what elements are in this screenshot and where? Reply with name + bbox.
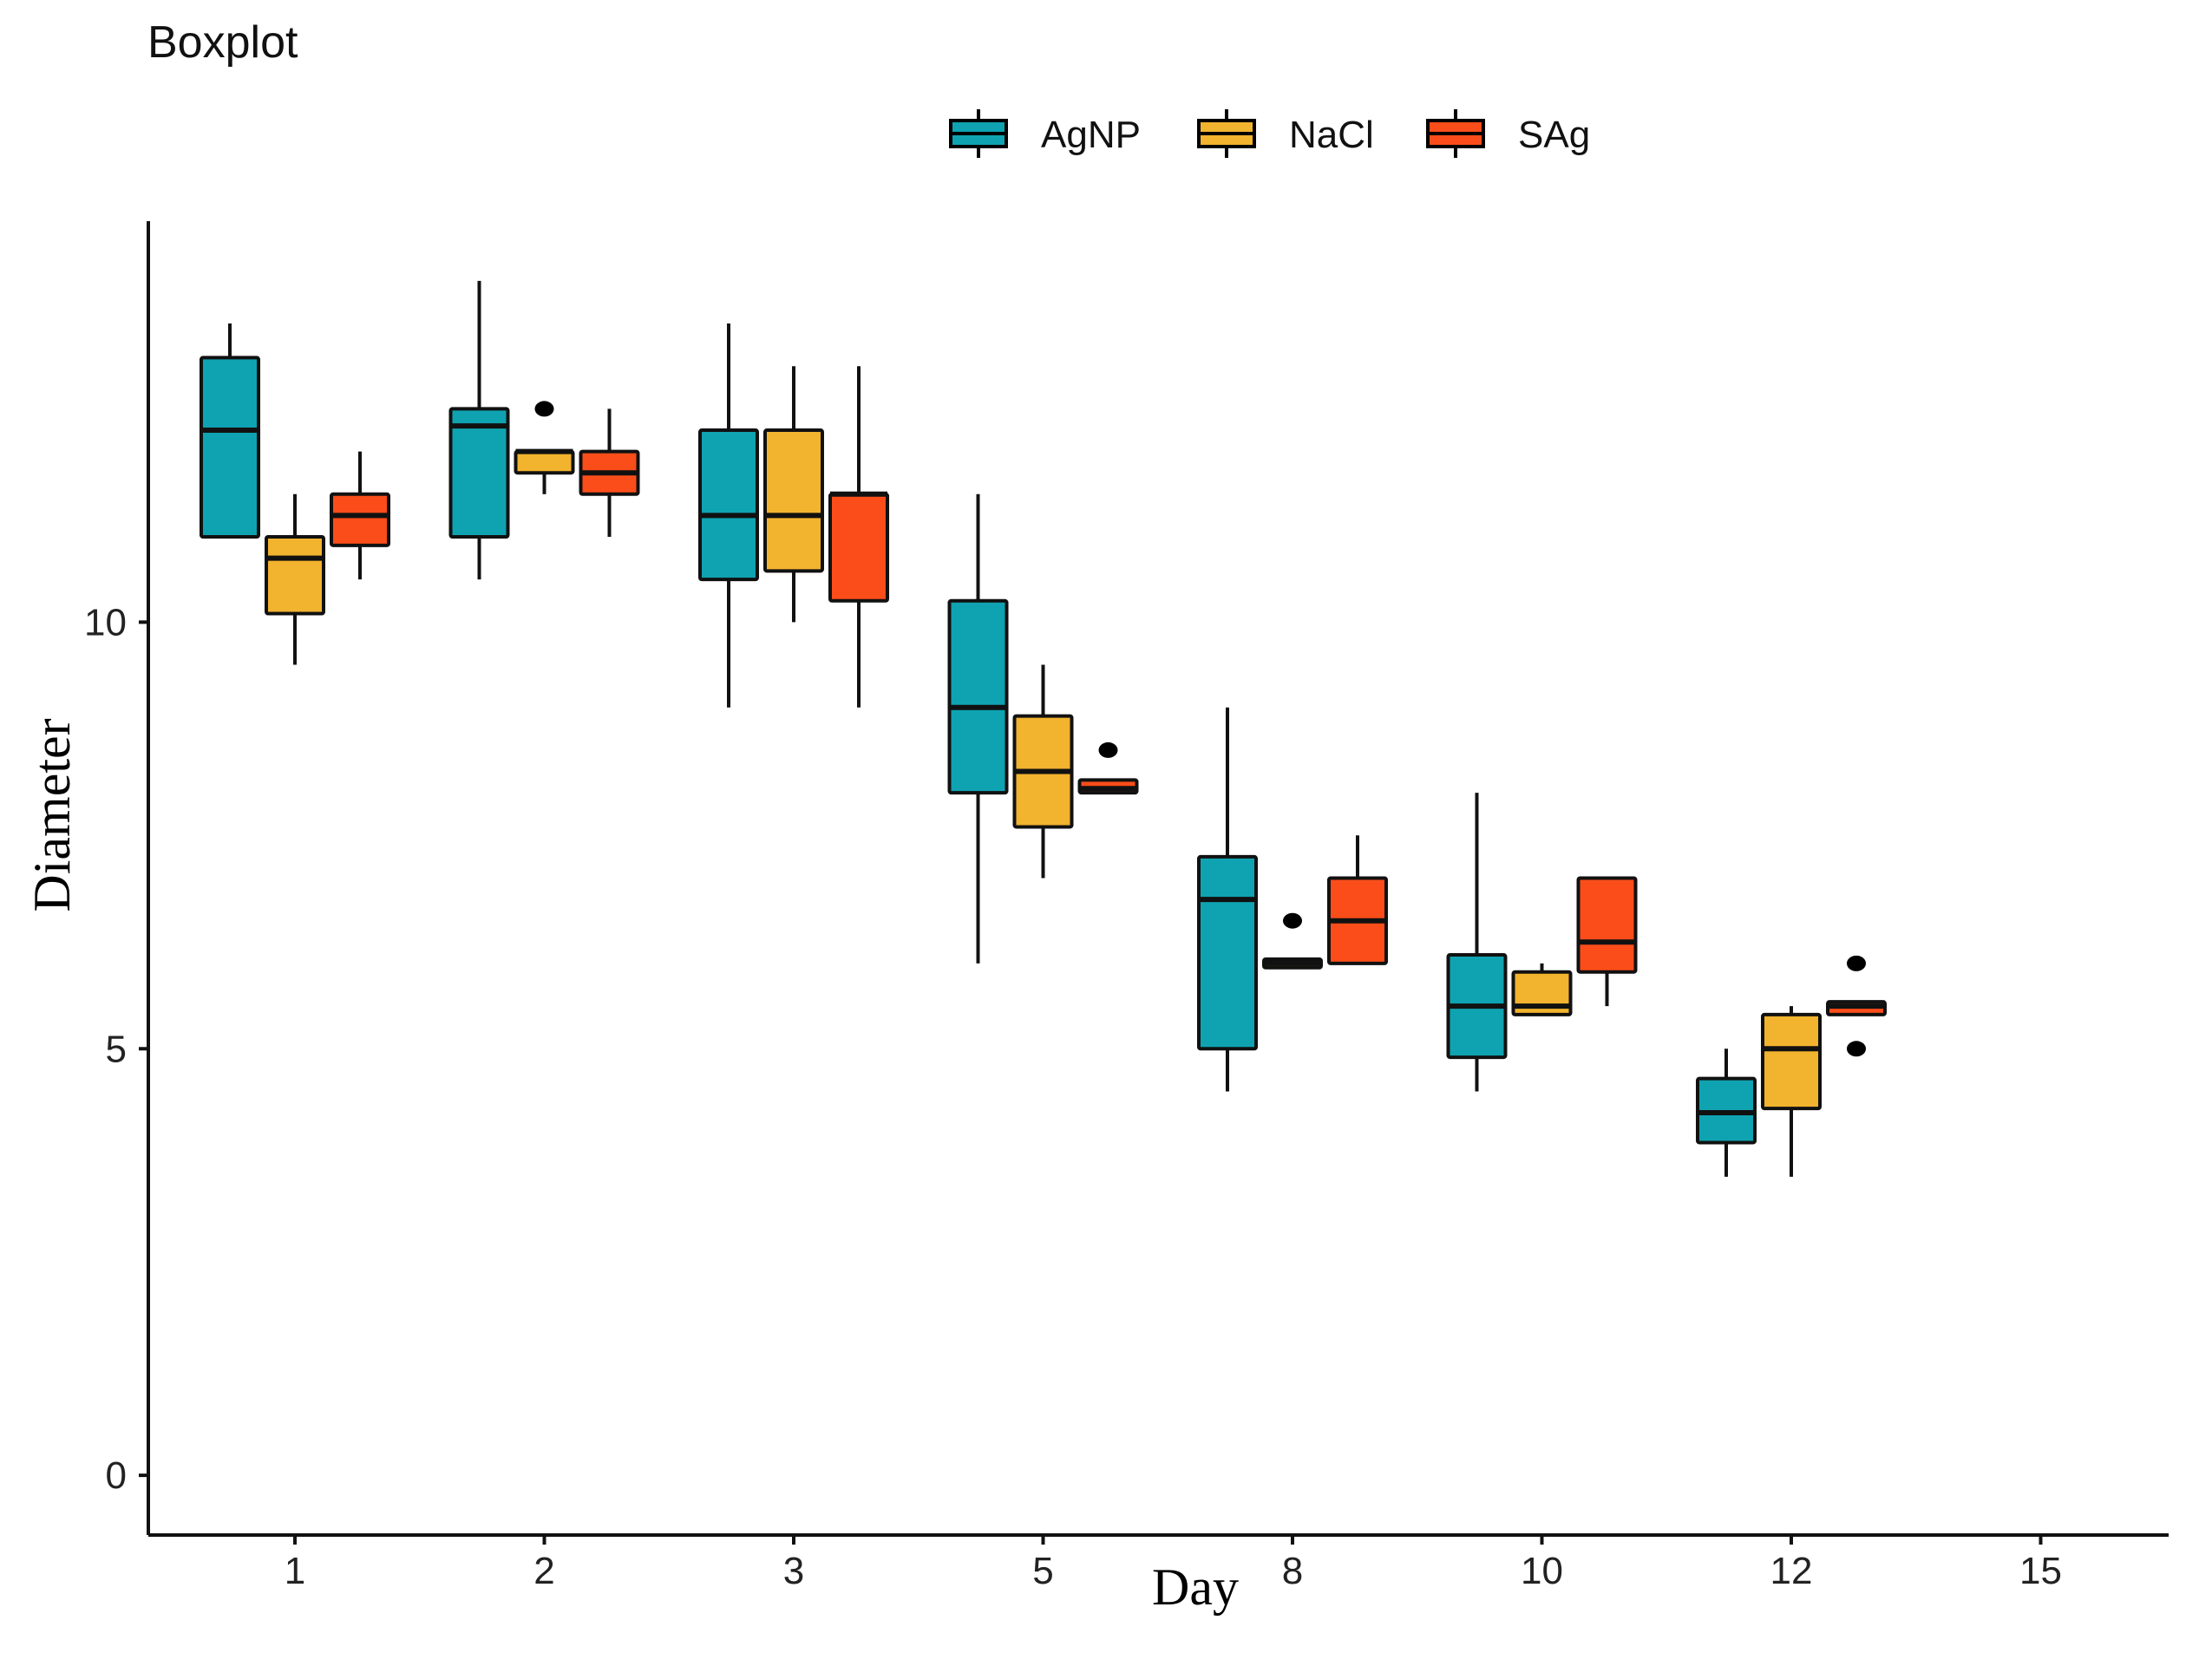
box-nacl-day-1[interactable]	[265, 493, 325, 665]
box-sag-day-5[interactable]	[1077, 742, 1139, 795]
box-body	[330, 492, 390, 547]
boxes	[200, 280, 1887, 1177]
x-tick-label: 15	[2019, 1550, 2062, 1592]
outlier-point	[1098, 742, 1118, 758]
box-nacl-day-2[interactable]	[514, 401, 575, 494]
box-agnp-day-2[interactable]	[448, 280, 510, 580]
box-body	[763, 428, 824, 573]
box-body	[1197, 854, 1258, 1051]
legend-item-nacl[interactable]: NaCl	[1197, 109, 1374, 158]
box-nacl-day-3[interactable]	[763, 366, 824, 623]
box-body	[1761, 1012, 1822, 1111]
box-nacl-day-5[interactable]	[1012, 664, 1074, 879]
legend: AgNP NaCl SAg	[949, 109, 1590, 158]
box-nacl-day-10[interactable]	[1511, 963, 1573, 1016]
outlier-point	[1847, 1041, 1866, 1057]
box-sag-day-10[interactable]	[1576, 876, 1638, 1007]
outlier-point	[1847, 955, 1866, 971]
box-body	[265, 534, 325, 616]
box-agnp-day-3[interactable]	[698, 323, 759, 708]
y-tick-label: 10	[84, 601, 127, 644]
box-body	[828, 492, 889, 603]
chart-title: Boxplot	[147, 17, 298, 68]
box-body	[947, 598, 1009, 795]
x-tick-label: 12	[1770, 1550, 1813, 1592]
x-tick-label: 1	[285, 1550, 305, 1592]
x-tick-label: 3	[783, 1550, 804, 1592]
legend-label-agnp: AgNP	[1041, 114, 1141, 156]
box-nacl-day-12[interactable]	[1761, 1006, 1822, 1177]
box-sag-day-2[interactable]	[579, 408, 640, 537]
legend-label-sag: SAg	[1518, 114, 1590, 156]
box-sag-day-12[interactable]	[1826, 955, 1887, 1057]
box-sag-day-8[interactable]	[1327, 835, 1388, 965]
box-body	[200, 356, 260, 539]
box-nacl-day-8[interactable]	[1262, 912, 1323, 970]
box-sag-day-3[interactable]	[828, 366, 889, 708]
outlier-point	[534, 401, 554, 417]
box-agnp-day-5[interactable]	[947, 493, 1009, 964]
box-agnp-day-1[interactable]	[200, 323, 260, 539]
legend-item-sag[interactable]: SAg	[1426, 109, 1590, 158]
x-tick-label: 2	[533, 1550, 554, 1592]
legend-label-nacl: NaCl	[1289, 114, 1374, 156]
x-tick-label: 10	[1521, 1550, 1563, 1592]
y-ticks: 0 5 10	[84, 601, 148, 1497]
y-tick-label: 0	[106, 1454, 127, 1497]
x-tick-label: 5	[1032, 1550, 1053, 1592]
y-axis-title: Diameter	[23, 718, 81, 911]
box-body	[1576, 876, 1638, 974]
x-ticks: 1 2 3 5 8 10 12 15	[285, 1535, 2062, 1592]
box-sag-day-1[interactable]	[330, 451, 390, 580]
box-agnp-day-12[interactable]	[1696, 1049, 1757, 1177]
y-tick-label: 5	[106, 1028, 127, 1070]
box-body	[514, 449, 575, 475]
x-tick-label: 8	[1282, 1550, 1303, 1592]
legend-item-agnp[interactable]: AgNP	[949, 109, 1141, 158]
box-body	[448, 407, 510, 539]
x-axis-title: Day	[1152, 1558, 1239, 1616]
box-agnp-day-10[interactable]	[1446, 793, 1508, 1092]
box-agnp-day-8[interactable]	[1197, 707, 1258, 1092]
box-body	[698, 428, 759, 582]
outlier-point	[1283, 912, 1302, 929]
